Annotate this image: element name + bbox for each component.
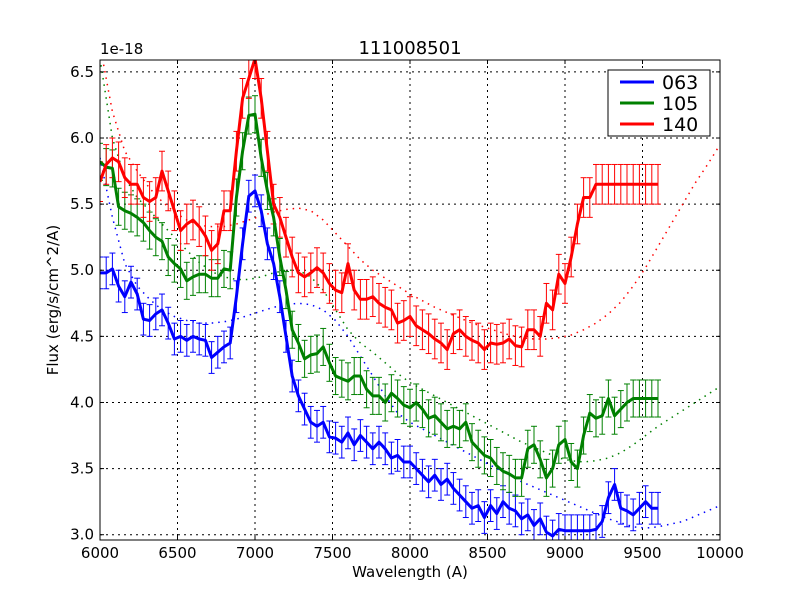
- axis-ticks: 6000 6500 7000 7500 8000 8500 9000 9500 10000 3.0…: [70, 60, 744, 562]
- legend: 063 105 140: [607, 69, 711, 137]
- legend-entry-105: 105: [620, 93, 698, 115]
- x-tick-label: 6000: [81, 544, 119, 562]
- legend-entry-063: 063: [620, 72, 698, 94]
- x-axis-label: Wavelength (A): [352, 563, 468, 581]
- y-tick-label: 6.0: [70, 129, 94, 147]
- x-tick-label: 10000: [696, 544, 744, 562]
- fit-curves: [100, 60, 720, 529]
- y-tick-label: 4.5: [70, 327, 94, 345]
- x-tick-label: 6500: [158, 544, 196, 562]
- data-lines: [100, 60, 658, 538]
- chart-title: 111008501: [358, 38, 461, 59]
- x-tick-label: 7500: [313, 544, 351, 562]
- legend-label-105: 105: [662, 93, 698, 115]
- x-tick-label: 9000: [546, 544, 584, 562]
- y-tick-label: 5.0: [70, 261, 94, 279]
- y-tick-label: 3.0: [70, 526, 94, 544]
- y-tick-label: 5.5: [70, 195, 94, 213]
- y-axis-label: Flux (erg/s/cm^2/A): [44, 225, 62, 376]
- legend-label-063: 063: [662, 72, 698, 94]
- y-offset-label: 1e-18: [100, 40, 143, 58]
- y-tick-label: 4.0: [70, 393, 94, 411]
- y-tick-label: 6.5: [70, 63, 94, 81]
- legend-label-140: 140: [662, 114, 698, 136]
- fit-curve-063: [100, 157, 720, 529]
- x-tick-label: 7000: [236, 544, 274, 562]
- x-tick-label: 8500: [468, 544, 506, 562]
- x-tick-label: 9500: [623, 544, 661, 562]
- series-line-063: [100, 189, 658, 538]
- legend-entry-140: 140: [620, 114, 698, 136]
- x-tick-label: 8000: [391, 544, 429, 562]
- y-tick-label: 3.5: [70, 460, 94, 478]
- series-line-105: [100, 112, 658, 480]
- series-line-140: [100, 60, 658, 352]
